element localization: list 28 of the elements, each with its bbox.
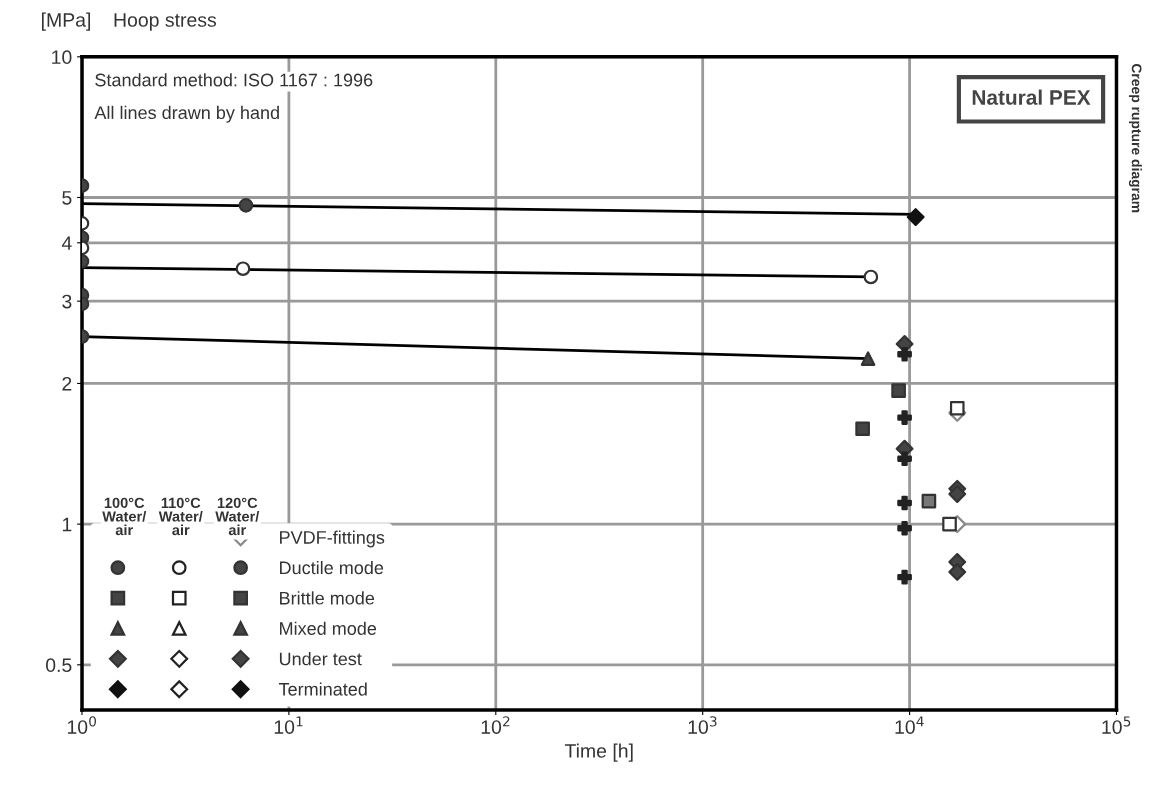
annotation: 120°C Water/ air bbox=[215, 497, 260, 536]
y-axis-title: [MPa] Hoop stress bbox=[42, 12, 217, 31]
y-tick-label: 4 bbox=[61, 236, 72, 250]
y-tick-label: 1 bbox=[62, 517, 72, 532]
x-tick-label: 10$^{5}$ bbox=[1102, 716, 1131, 734]
x-tick-label: 10$^{3}$ bbox=[688, 716, 717, 734]
y-tick-label: 3 bbox=[62, 294, 72, 309]
legend-label: Mixed mode bbox=[280, 621, 377, 635]
annotation: All lines drawn by hand bbox=[94, 105, 279, 123]
y-tick-label: 5 bbox=[62, 191, 72, 205]
x-tick-label: 10$^{4}$ bbox=[895, 716, 924, 734]
x-tick-label: 10$^{1}$ bbox=[274, 716, 303, 734]
x-tick-label: 10$^{2}$ bbox=[481, 716, 510, 734]
legend-label: Under test bbox=[279, 652, 362, 666]
x-axis-title: Time [h] bbox=[564, 743, 633, 762]
legend-label: Brittle mode bbox=[280, 591, 375, 605]
x-tick-label: 10$^{0}$ bbox=[67, 716, 97, 734]
legend-label: PVDF-fittings bbox=[280, 530, 385, 548]
y-tick-label: 10 bbox=[52, 50, 72, 65]
text: Natural PEX bbox=[972, 89, 1091, 105]
legend-label: Ductile mode bbox=[280, 560, 384, 575]
y-tick-label: 2 bbox=[62, 376, 72, 391]
annotation: 100°C Water/ air bbox=[102, 497, 147, 536]
legend-label: Terminated bbox=[278, 682, 367, 696]
annotation: Standard method: ISO 1167 : 1996 bbox=[95, 73, 373, 87]
annotation: 110°C Water/ air bbox=[158, 497, 203, 536]
y-tick-label: 0.5 bbox=[46, 658, 72, 673]
y2-axis-title: Creep rupture diagram bbox=[1128, 63, 1142, 213]
